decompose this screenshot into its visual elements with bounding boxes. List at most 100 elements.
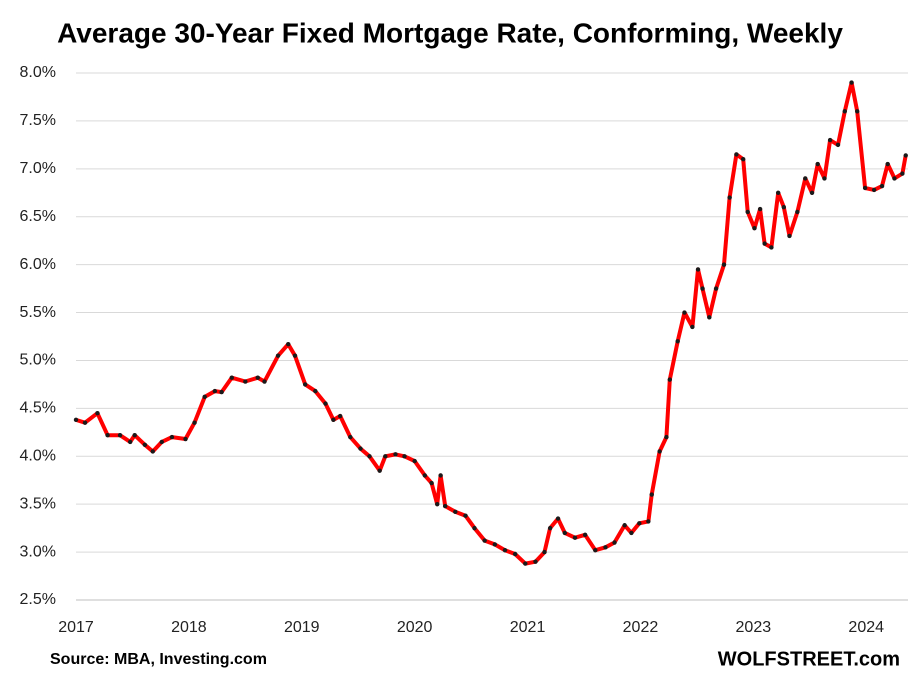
data-point bbox=[402, 454, 407, 459]
data-point bbox=[358, 446, 363, 451]
y-tick-label: 5.0% bbox=[20, 352, 56, 369]
y-tick-label: 2.5% bbox=[20, 591, 56, 608]
data-point bbox=[142, 442, 148, 447]
data-point bbox=[313, 388, 318, 394]
data-point bbox=[803, 176, 808, 181]
data-point bbox=[453, 509, 458, 515]
data-point bbox=[502, 547, 508, 553]
data-point bbox=[105, 432, 110, 438]
data-point bbox=[255, 375, 260, 380]
data-point bbox=[727, 195, 732, 200]
data-point bbox=[331, 417, 336, 423]
data-point bbox=[707, 315, 712, 320]
data-point bbox=[721, 262, 727, 267]
y-tick-label: 5.5% bbox=[20, 304, 56, 321]
y-tick-label: 7.5% bbox=[20, 112, 56, 129]
data-point bbox=[159, 439, 164, 445]
data-point bbox=[871, 187, 877, 193]
data-point bbox=[73, 417, 79, 423]
source: Source: MBA, Investing.com bbox=[50, 651, 267, 668]
data-point bbox=[775, 190, 781, 195]
data-point bbox=[664, 434, 669, 440]
data-point bbox=[229, 375, 234, 380]
data-point bbox=[622, 523, 627, 528]
data-point bbox=[593, 547, 598, 553]
data-point bbox=[219, 389, 224, 395]
data-point bbox=[463, 513, 468, 518]
x-tick-label: 2021 bbox=[510, 619, 546, 636]
data-point bbox=[95, 410, 100, 416]
y-tick-label: 3.0% bbox=[20, 543, 56, 560]
data-point bbox=[393, 452, 398, 457]
x-tick-label: 2018 bbox=[171, 619, 207, 636]
data-point bbox=[262, 379, 267, 384]
data-point bbox=[169, 434, 175, 440]
data-point bbox=[646, 519, 651, 524]
data-point bbox=[429, 480, 434, 486]
data-point bbox=[547, 525, 553, 531]
data-point bbox=[82, 420, 88, 425]
data-point bbox=[286, 341, 291, 347]
data-point bbox=[769, 245, 774, 250]
data-point bbox=[442, 503, 448, 509]
data-point bbox=[562, 530, 568, 536]
data-point bbox=[127, 439, 133, 445]
chart-title: Average 30-Year Fixed Mortgage Rate, Con… bbox=[57, 17, 843, 48]
x-tick-label: 2019 bbox=[284, 619, 320, 636]
data-point bbox=[192, 420, 197, 425]
data-point bbox=[603, 545, 608, 550]
data-point bbox=[795, 209, 800, 215]
y-tick-label: 6.5% bbox=[20, 208, 56, 225]
x-tick-label: 2020 bbox=[397, 619, 433, 636]
data-point bbox=[512, 551, 518, 557]
data-point bbox=[435, 501, 440, 507]
data-point bbox=[822, 176, 827, 181]
data-point bbox=[657, 449, 662, 454]
data-point bbox=[849, 80, 854, 85]
data-point bbox=[482, 538, 487, 543]
data-point bbox=[572, 535, 578, 540]
data-point bbox=[183, 436, 188, 442]
data-point bbox=[781, 204, 787, 210]
data-point bbox=[337, 413, 343, 419]
data-point bbox=[302, 382, 308, 387]
data-point bbox=[367, 454, 372, 459]
data-point bbox=[377, 468, 382, 473]
data-point bbox=[854, 109, 860, 114]
data-point bbox=[713, 286, 719, 291]
data-point bbox=[383, 454, 388, 459]
y-tick-label: 6.0% bbox=[20, 256, 56, 273]
data-point bbox=[675, 339, 680, 344]
data-point bbox=[523, 561, 528, 566]
data-point bbox=[132, 432, 137, 438]
data-point bbox=[900, 171, 905, 176]
data-point bbox=[202, 394, 207, 400]
data-point bbox=[667, 377, 673, 382]
data-point bbox=[348, 434, 353, 440]
data-point bbox=[762, 241, 767, 246]
y-tick-label: 4.5% bbox=[20, 400, 56, 417]
data-point bbox=[757, 206, 763, 212]
data-point bbox=[492, 542, 498, 547]
data-point bbox=[835, 142, 841, 148]
data-point bbox=[827, 137, 833, 143]
data-point bbox=[472, 525, 477, 531]
data-point bbox=[815, 161, 820, 167]
data-point bbox=[212, 388, 218, 394]
data-point bbox=[745, 209, 750, 215]
data-point bbox=[885, 161, 890, 167]
data-point bbox=[542, 549, 547, 555]
data-point bbox=[892, 176, 897, 181]
data-point bbox=[150, 449, 155, 454]
data-point bbox=[787, 233, 792, 239]
data-point bbox=[740, 157, 746, 162]
series-line bbox=[75, 80, 908, 566]
data-point bbox=[690, 324, 695, 330]
data-point bbox=[842, 109, 847, 114]
data-point bbox=[292, 353, 298, 358]
data-point bbox=[555, 516, 561, 521]
x-tick-label: 2023 bbox=[736, 619, 772, 636]
data-point bbox=[752, 226, 757, 231]
data-point bbox=[862, 185, 868, 191]
